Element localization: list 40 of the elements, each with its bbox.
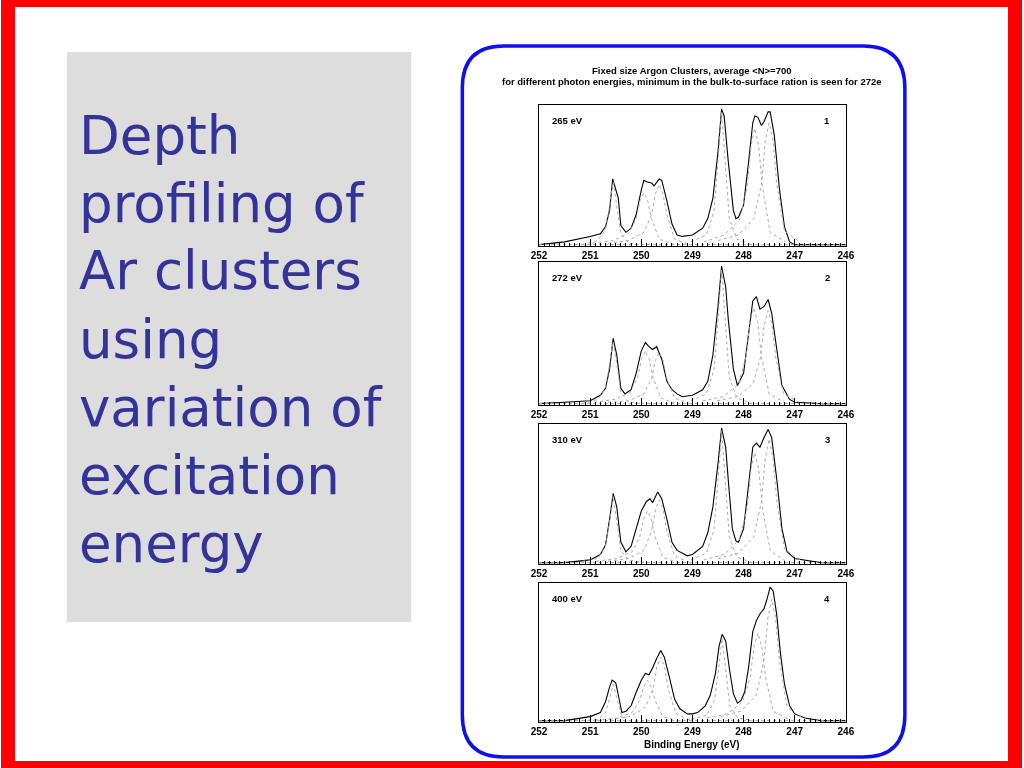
x-tick-label: 247 bbox=[786, 409, 804, 420]
x-tick-label: 251 bbox=[581, 726, 599, 737]
annotation: 400 eV bbox=[552, 593, 583, 604]
x-tick-label: 252 bbox=[530, 250, 548, 261]
x-tick-label: 251 bbox=[581, 250, 599, 261]
x-tick-label: 249 bbox=[684, 726, 702, 737]
x-tick-label: 250 bbox=[632, 250, 651, 261]
x-tick-label: 246 bbox=[837, 250, 855, 261]
annotation: 2 bbox=[825, 272, 831, 283]
x-tick-label: 246 bbox=[837, 726, 855, 737]
x-axis-title: Binding Energy (eV) bbox=[644, 739, 740, 750]
x-tick-label: 250 bbox=[632, 568, 651, 579]
annotation: 265 eV bbox=[552, 115, 583, 126]
x-tick-label: 252 bbox=[530, 568, 548, 579]
x-tick-label: 249 bbox=[684, 250, 702, 261]
x-tick-label: 248 bbox=[735, 250, 753, 261]
x-tick-label: 247 bbox=[786, 726, 804, 737]
annotation: 4 bbox=[824, 593, 830, 604]
x-tick-label: 251 bbox=[581, 568, 599, 579]
x-tick-label: 250 bbox=[632, 409, 651, 420]
x-tick-label: 247 bbox=[786, 250, 804, 261]
annotation: 272 eV bbox=[552, 272, 583, 283]
x-tick-label: 248 bbox=[735, 726, 753, 737]
chart-subtitle: for different photon energies, minimum in the bulk-to-surface ration is seen for 272e bbox=[502, 76, 882, 87]
x-tick-label: 252 bbox=[530, 409, 548, 420]
chart-title: Fixed size Argon Clusters, average <N>=700 bbox=[592, 65, 792, 76]
x-tick-label: 246 bbox=[837, 568, 855, 579]
x-tick-label: 248 bbox=[735, 409, 753, 420]
annotation: 3 bbox=[825, 434, 831, 445]
annotation: 310 eV bbox=[552, 434, 583, 445]
x-tick-label: 249 bbox=[684, 568, 702, 579]
x-tick-label: 248 bbox=[735, 568, 753, 579]
x-tick-label: 251 bbox=[581, 409, 599, 420]
x-tick-label: 252 bbox=[530, 726, 548, 737]
annotation: 1 bbox=[824, 115, 830, 126]
x-tick-label: 246 bbox=[837, 409, 855, 420]
x-tick-label: 250 bbox=[632, 726, 651, 737]
text: Depth profiling of Ar clusters using variation of excitation energy bbox=[79, 105, 383, 574]
x-tick-label: 249 bbox=[684, 409, 702, 420]
x-tick-label: 247 bbox=[786, 568, 804, 579]
